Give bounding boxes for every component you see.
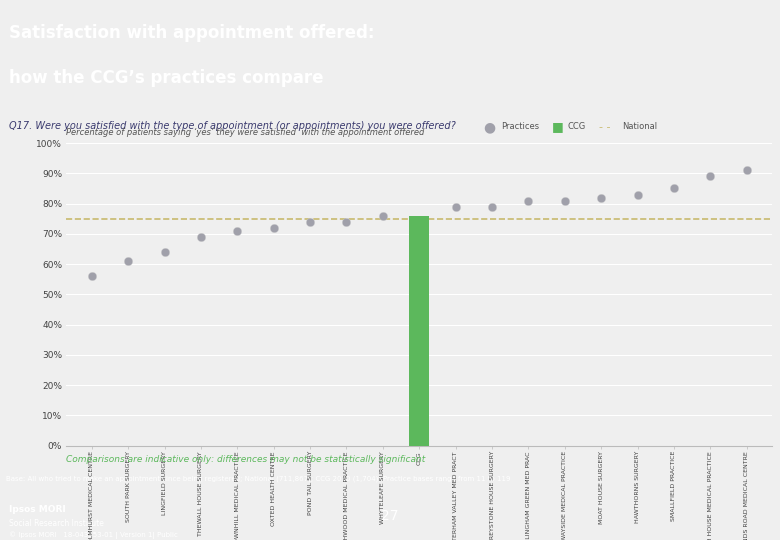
Text: Social Research Institute: Social Research Institute xyxy=(9,518,105,528)
Bar xyxy=(410,215,429,446)
Text: ■: ■ xyxy=(552,120,564,133)
Text: Ipsos MORI: Ipsos MORI xyxy=(9,505,66,514)
Text: CCG: CCG xyxy=(568,123,586,131)
Text: Comparisons are indicative only: differences may not be statistically significan: Comparisons are indicative only: differe… xyxy=(66,455,426,464)
Text: © Ipsos MORI   18-043653-01 | Version 1| Public: © Ipsos MORI 18-043653-01 | Version 1| P… xyxy=(9,531,179,539)
Text: Practices: Practices xyxy=(501,123,539,131)
Text: National: National xyxy=(622,123,658,131)
Text: Satisfaction with appointment offered:: Satisfaction with appointment offered: xyxy=(9,24,375,42)
Text: Percentage of patients saying ‘yes’ they were satisfied  with the appointment of: Percentage of patients saying ‘yes’ they… xyxy=(66,127,424,137)
Text: 27: 27 xyxy=(381,509,399,523)
Text: - -: - - xyxy=(599,122,611,132)
Text: ●: ● xyxy=(484,120,496,134)
Text: how the CCG’s practices compare: how the CCG’s practices compare xyxy=(9,69,324,86)
Text: Base: All who tried to make an appointment since being registered; National (711: Base: All who tried to make an appointme… xyxy=(6,476,511,483)
Text: Q17. Were you satisfied with the type of appointment (or appointments) you were : Q17. Were you satisfied with the type of… xyxy=(9,122,456,131)
